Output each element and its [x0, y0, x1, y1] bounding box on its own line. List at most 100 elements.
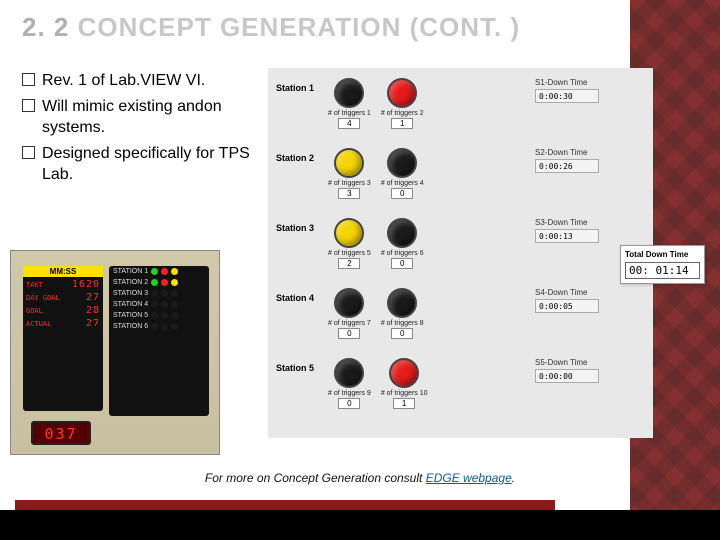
led-rows-container: TAKT 1620DAY GOAL 27GOAL 28ACTUAL 27	[23, 278, 103, 330]
downtime-value: 0:00:05	[535, 299, 599, 313]
indicator-col: # of triggers 9 0	[328, 358, 371, 409]
title-number: 2. 2	[22, 12, 69, 42]
indicator-col: # of triggers 8 0	[381, 288, 424, 339]
downtime-value: 0:00:30	[535, 89, 599, 103]
indicator-col: # of triggers 5 2	[328, 218, 371, 269]
downtime-value: 0:00:00	[535, 369, 599, 383]
status-dot	[151, 290, 158, 297]
station-label: STATION 1	[113, 268, 148, 275]
station-label: STATION 4	[113, 301, 148, 308]
indicator-col: # of triggers 1 4	[328, 78, 371, 129]
downtime-value: 0:00:13	[535, 229, 599, 243]
led-header: MM:SS	[23, 266, 103, 278]
trigger-label: # of triggers 4	[381, 180, 424, 187]
trigger-value: 1	[393, 398, 415, 409]
station-label: STATION 5	[113, 312, 148, 319]
bullet-text: Designed specifically for TPS Lab.	[42, 143, 262, 186]
downtime-value: 0:00:26	[535, 159, 599, 173]
trigger-label: # of triggers 9	[328, 390, 371, 397]
status-dot	[151, 279, 158, 286]
downtime-label: S5-Down Time	[535, 358, 645, 367]
indicator-col: # of triggers 3 3	[328, 148, 371, 199]
downtime-box: S2-Down Time 0:00:26	[535, 148, 645, 173]
bullet-text: Will mimic existing andon systems.	[42, 96, 262, 139]
trigger-value: 0	[391, 328, 413, 339]
total-downtime-value: 00: 01:14	[625, 262, 700, 279]
indicator-col: # of triggers 6 0	[381, 218, 424, 269]
labview-panel: Station 1 # of triggers 1 4 # of trigger…	[268, 68, 653, 438]
led-label: ACTUAL	[26, 320, 51, 328]
status-dot	[161, 312, 168, 319]
status-dot	[161, 290, 168, 297]
led-value: 27	[86, 292, 100, 303]
station-label: STATION 3	[113, 290, 148, 297]
trigger-label: # of triggers 5	[328, 250, 371, 257]
indicator-col: # of triggers 2 1	[381, 78, 424, 129]
title-text: CONCEPT GENERATION (CONT. )	[78, 12, 521, 42]
trigger-label: # of triggers 2	[381, 110, 424, 117]
footer-text: For more on Concept Generation consult E…	[0, 471, 720, 485]
led-value: 28	[86, 305, 100, 316]
status-dot	[171, 323, 178, 330]
labview-station-row: Station 1 # of triggers 1 4 # of trigger…	[276, 78, 506, 129]
downtime-box: S1-Down Time 0:00:30	[535, 78, 645, 103]
indicator-light	[334, 218, 364, 248]
downtime-label: S2-Down Time	[535, 148, 645, 157]
trigger-label: # of triggers 10	[381, 390, 428, 397]
trigger-value: 0	[338, 328, 360, 339]
station-label: Station 5	[276, 358, 318, 373]
station-label: STATION 2	[113, 279, 148, 286]
slide-title: 2. 2 CONCEPT GENERATION (CONT. )	[22, 12, 520, 43]
labview-station-row: Station 3 # of triggers 5 2 # of trigger…	[276, 218, 506, 269]
trigger-value: 0	[391, 258, 413, 269]
footer-post: .	[512, 471, 515, 485]
bullet-item: Rev. 1 of Lab.VIEW VI.	[22, 70, 262, 92]
downtime-box: S5-Down Time 0:00:00	[535, 358, 645, 383]
downtime-label: S1-Down Time	[535, 78, 645, 87]
labview-station-row: Station 4 # of triggers 7 0 # of trigger…	[276, 288, 506, 339]
bullet-item: Will mimic existing andon systems.	[22, 96, 262, 139]
indicator-light	[334, 148, 364, 178]
bullet-text: Rev. 1 of Lab.VIEW VI.	[42, 70, 205, 92]
bullet-list: Rev. 1 of Lab.VIEW VI. Will mimic existi…	[22, 70, 262, 190]
checkbox-icon	[22, 146, 35, 159]
downtime-label: S4-Down Time	[535, 288, 645, 297]
indicator-light	[334, 288, 364, 318]
footer-link[interactable]: EDGE webpage	[426, 471, 512, 485]
indicator-light	[389, 358, 419, 388]
status-dot	[161, 279, 168, 286]
status-dot	[161, 323, 168, 330]
indicator-light	[334, 78, 364, 108]
trigger-value: 0	[338, 398, 360, 409]
status-dot	[171, 268, 178, 275]
labview-station-row: Station 2 # of triggers 3 3 # of trigger…	[276, 148, 506, 199]
led-label: DAY GOAL	[26, 294, 60, 302]
led-value: 27	[86, 318, 100, 329]
trigger-value: 3	[338, 188, 360, 199]
total-downtime-box: Total Down Time 00: 01:14	[620, 245, 705, 284]
trigger-value: 4	[338, 118, 360, 129]
trigger-label: # of triggers 7	[328, 320, 371, 327]
station-label: Station 1	[276, 78, 318, 93]
labview-station-row: Station 5 # of triggers 9 0 # of trigger…	[276, 358, 506, 409]
checkbox-icon	[22, 99, 35, 112]
trigger-value: 1	[391, 118, 413, 129]
trigger-label: # of triggers 1	[328, 110, 371, 117]
station-label: Station 2	[276, 148, 318, 163]
downtime-label: S3-Down Time	[535, 218, 645, 227]
footer-pre: For more on Concept Generation consult	[205, 471, 426, 485]
indicator-light	[387, 288, 417, 318]
station-label: STATION 6	[113, 323, 148, 330]
trigger-label: # of triggers 3	[328, 180, 371, 187]
status-dot	[171, 279, 178, 286]
station-board: STATION 1 STATION 2 STATION 3 STATION 4 STAT…	[109, 266, 209, 416]
status-dot	[171, 301, 178, 308]
led-label: TAKT	[26, 281, 43, 289]
downtime-box: S4-Down Time 0:00:05	[535, 288, 645, 313]
indicator-light	[387, 148, 417, 178]
status-dot	[171, 312, 178, 319]
checkbox-icon	[22, 73, 35, 86]
indicator-col: # of triggers 10 1	[381, 358, 428, 409]
status-dot	[151, 323, 158, 330]
downtime-box: S3-Down Time 0:00:13	[535, 218, 645, 243]
